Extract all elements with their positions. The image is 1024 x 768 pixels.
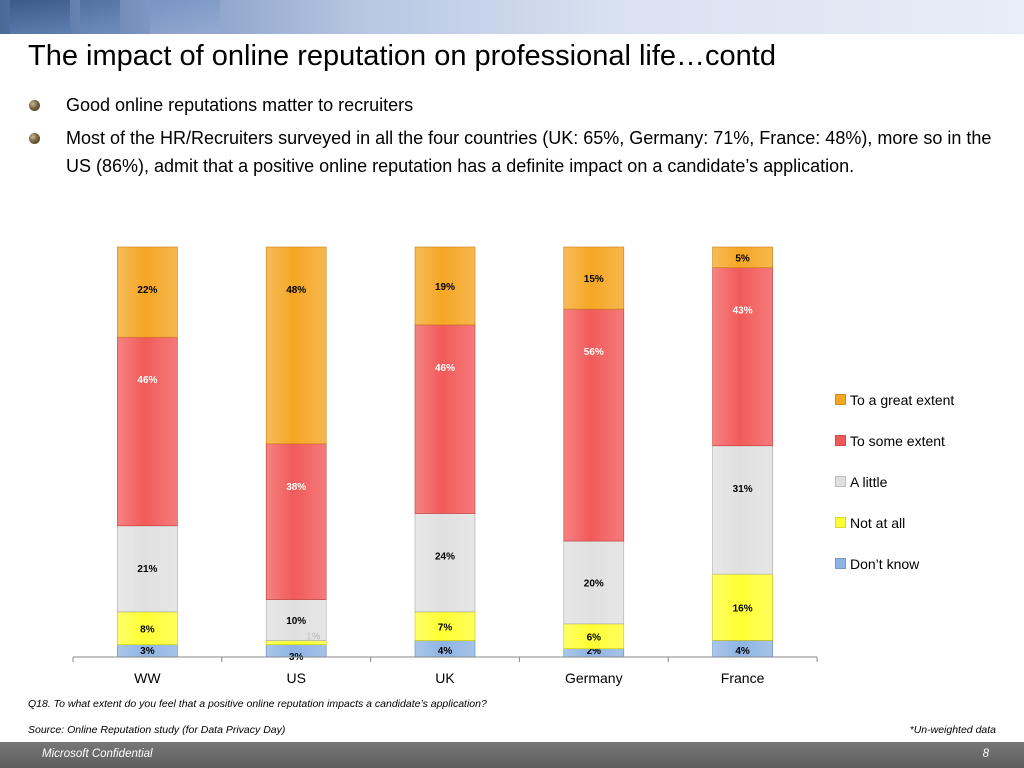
legend-label: Not at all — [850, 515, 906, 531]
bar-us-to-some-extent — [265, 443, 327, 600]
bullet-icon — [29, 133, 40, 144]
data-label: 4% — [735, 646, 750, 657]
data-label: 56% — [584, 347, 604, 358]
category-label: WW — [134, 670, 161, 686]
data-label: 8% — [140, 624, 155, 635]
bar-uk-not-at-all — [414, 611, 476, 641]
bar-uk-to-a-great-extent — [414, 246, 476, 326]
bar-france-to-a-great-extent — [712, 246, 773, 269]
data-label: 20% — [584, 578, 604, 589]
category-label: UK — [435, 670, 455, 686]
legend-swatch — [835, 558, 846, 569]
bar-us-a-little — [265, 599, 327, 641]
question-note: Q18. To what extent do you feel that a p… — [28, 698, 487, 710]
bar-germany-a-little — [563, 540, 625, 625]
data-label: 15% — [584, 274, 604, 285]
bar-uk-a-little — [414, 513, 476, 613]
legend-label: To some extent — [850, 433, 945, 449]
footer-confidential: Microsoft Confidential — [42, 748, 153, 760]
legend-swatch — [835, 517, 846, 528]
data-label: 46% — [435, 363, 455, 374]
data-label: 46% — [137, 375, 157, 386]
data-label: 43% — [733, 306, 753, 317]
category-label: US — [286, 670, 305, 686]
category-label: Germany — [565, 670, 623, 686]
legend-item: To some extent — [835, 433, 945, 449]
data-label: 6% — [587, 632, 602, 643]
banner-decoration — [10, 0, 70, 34]
legend-item: Not at all — [835, 515, 905, 531]
data-label: 10% — [286, 616, 306, 627]
data-label: 48% — [286, 285, 306, 296]
bullet-icon — [29, 100, 40, 111]
bar-ww-to-a-great-extent — [117, 246, 178, 338]
banner-decoration — [80, 0, 120, 34]
legend-swatch — [835, 476, 846, 487]
legend-item: To a great extent — [835, 392, 954, 408]
legend-label: To a great extent — [850, 392, 955, 408]
page-number: 8 — [982, 748, 989, 760]
data-label: 24% — [435, 552, 455, 563]
data-label: 7% — [438, 622, 453, 633]
header-banner — [0, 0, 1024, 34]
bar-uk-to-some-extent — [414, 324, 476, 514]
legend-item: A little — [835, 474, 887, 490]
bar-france-to-some-extent — [712, 267, 773, 447]
data-label: 4% — [438, 646, 453, 657]
unweighted-note: *Un-weighted data — [909, 724, 996, 736]
data-label: 38% — [286, 482, 306, 493]
data-label: 3% — [140, 646, 155, 657]
data-label: 5% — [735, 253, 750, 264]
data-label: 2% — [587, 646, 602, 657]
data-label: 31% — [733, 484, 753, 495]
bullet-text-2: Most of the HR/Recruiters surveyed in al… — [66, 128, 992, 176]
bar-france-not-at-all — [712, 573, 773, 641]
data-label: 21% — [137, 564, 157, 575]
data-label: 22% — [137, 285, 157, 296]
category-label: France — [721, 670, 765, 686]
source-note: Source: Online Reputation study (for Dat… — [28, 724, 286, 736]
legend-swatch — [835, 435, 846, 446]
legend-label: Don’t know — [850, 556, 920, 572]
data-label: 19% — [435, 282, 455, 293]
legend-item: Don’t know — [835, 556, 919, 572]
data-label: 16% — [733, 603, 753, 614]
bar-ww-not-at-all — [117, 611, 178, 645]
legend-label: A little — [850, 474, 888, 490]
slide-title: The impact of online reputation on profe… — [28, 40, 776, 72]
footer-bar: Microsoft Confidential 8 — [0, 742, 1024, 768]
stacked-bar-chart: 3%8%21%46%22%WW3%1%10%38%48%US4%7%24%46%… — [72, 246, 818, 686]
bar-germany-not-at-all — [563, 623, 625, 650]
legend-swatch — [835, 394, 846, 405]
bar-france-a-little — [712, 445, 773, 575]
bar-us-to-a-great-extent — [265, 246, 327, 445]
banner-decoration — [150, 0, 220, 34]
bar-germany-to-a-great-extent — [563, 246, 625, 310]
bullet-text-1: Good online reputations matter to recrui… — [66, 95, 414, 115]
bar-ww-to-some-extent — [117, 336, 178, 527]
bar-germany-to-some-extent — [563, 308, 625, 542]
